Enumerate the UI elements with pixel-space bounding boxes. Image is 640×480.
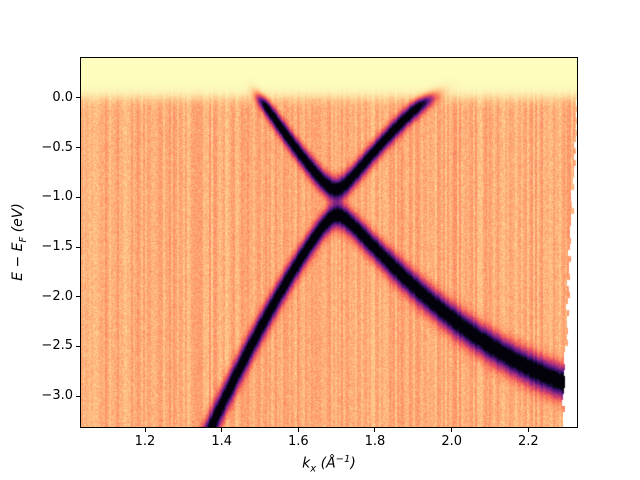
- x-tick-label: 1.6: [287, 434, 309, 449]
- y-tick-mark: [76, 345, 80, 347]
- x-tick-label: 1.2: [134, 434, 156, 449]
- x-tick-label: 1.8: [364, 434, 386, 449]
- y-tick-mark: [76, 147, 80, 149]
- x-tick-mark: [221, 428, 223, 432]
- y-tick-label: −2.5: [41, 338, 73, 354]
- y-tick-label: −0.5: [41, 139, 73, 155]
- x-tick-mark: [374, 428, 376, 432]
- y-axis-label-subscript: F: [17, 236, 29, 243]
- y-tick-mark: [76, 97, 80, 99]
- y-axis-label-symbol: E − E: [10, 242, 27, 281]
- y-axis-label-unit: (eV): [10, 203, 27, 237]
- y-tick-label: −2.0: [41, 288, 73, 304]
- x-axis-label-unit-close: ): [350, 455, 356, 472]
- heatmap-canvas: [81, 58, 577, 427]
- y-tick-label: 0.0: [52, 89, 73, 105]
- y-tick-mark: [76, 296, 80, 298]
- x-tick-mark: [451, 428, 453, 432]
- y-tick-label: −1.5: [41, 239, 73, 255]
- x-tick-label: 1.4: [211, 434, 233, 449]
- y-tick-mark: [76, 395, 80, 397]
- x-axis-label-subscript: x: [310, 463, 317, 475]
- x-axis-label-unit-open: (Å: [316, 455, 336, 472]
- y-tick-mark: [76, 196, 80, 198]
- x-tick-label: 2.2: [517, 434, 539, 449]
- y-axis-label: E − EF (eV): [10, 203, 32, 281]
- x-tick-mark: [527, 428, 529, 432]
- y-tick-mark: [76, 246, 80, 248]
- x-axis-label-superscript: −1: [335, 454, 351, 465]
- x-tick-mark: [297, 428, 299, 432]
- x-tick-mark: [144, 428, 146, 432]
- plot-area: [80, 57, 578, 428]
- x-axis-label: kx (Å−1): [269, 452, 389, 477]
- x-tick-label: 2.0: [441, 434, 462, 449]
- y-tick-label: −3.0: [41, 388, 73, 404]
- y-tick-label: −1.0: [41, 189, 73, 205]
- x-axis-label-symbol: k: [302, 455, 311, 472]
